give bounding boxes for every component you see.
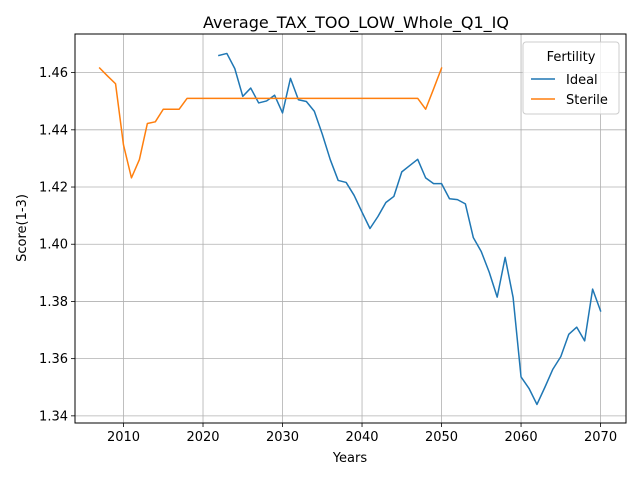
x-axis-ticks: 2010 2020 2030 2040 2050 2060 2070: [107, 423, 617, 445]
x-tick-label: 2010: [107, 430, 140, 445]
y-tick-label: 1.36: [39, 352, 68, 367]
legend: Fertility Ideal Sterile: [522, 41, 620, 115]
y-tick-label: 1.38: [39, 295, 68, 310]
legend-title: Fertility: [547, 50, 596, 65]
x-tick-label: 2040: [345, 430, 378, 445]
y-axis-ticks: 1.34 1.36 1.38 1.40 1.42 1.44 1.46: [39, 66, 75, 424]
series-lines: [98, 52, 602, 406]
series-line-ideal: [217, 52, 602, 406]
y-tick-label: 1.40: [39, 238, 68, 253]
x-axis-title: Years: [332, 451, 368, 466]
x-tick-label: 2030: [266, 430, 299, 445]
legend-label-ideal: Ideal: [566, 73, 598, 88]
y-axis-title: Score(1-3): [15, 194, 30, 262]
x-tick-label: 2070: [584, 430, 617, 445]
series-line-sterile: [98, 66, 443, 179]
plot-frame: [74, 33, 627, 424]
chart-title: Average_TAX_TOO_LOW_Whole_Q1_IQ: [203, 13, 509, 33]
x-tick-label: 2050: [425, 430, 458, 445]
y-tick-label: 1.44: [39, 123, 68, 138]
y-tick-label: 1.34: [39, 409, 68, 424]
y-tick-label: 1.42: [39, 181, 68, 196]
legend-label-sterile: Sterile: [566, 93, 608, 108]
legend-box: [522, 41, 620, 115]
y-tick-label: 1.46: [39, 66, 68, 81]
x-tick-label: 2020: [186, 430, 219, 445]
x-tick-label: 2060: [505, 430, 538, 445]
